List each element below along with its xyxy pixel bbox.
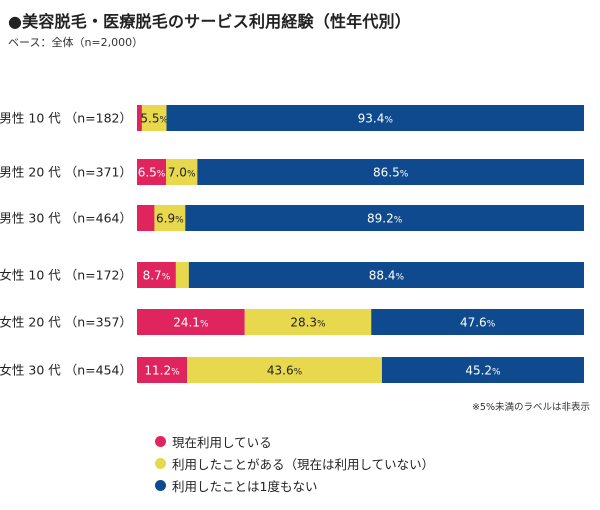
legend-label-past: 利用したことがある（現在は利用していない）	[172, 456, 435, 472]
data-label: 43.6%	[267, 364, 303, 378]
stacked-bar-chart: 男性 10 代 （n=182） 5.5% 93.4% 男性 20 代 （n=371） 6…	[0, 105, 585, 383]
bar-segment	[141, 105, 167, 131]
data-label: 8.7%	[143, 269, 171, 283]
data-label: 88.4%	[369, 269, 405, 283]
data-label: 47.6%	[460, 316, 496, 330]
legend-label-current: 現在利用している	[172, 434, 272, 450]
data-label: 28.3%	[290, 316, 326, 330]
category-label: 女性 20 代 （n=357）	[0, 315, 132, 330]
bar-segment	[166, 105, 584, 131]
bar-segment	[137, 309, 245, 335]
data-label: 11.2%	[144, 364, 180, 378]
bar-segment	[244, 309, 372, 335]
bar-segment	[154, 205, 186, 231]
category-label: 男性 10 代 （n=182）	[0, 111, 132, 126]
bar-segment	[137, 105, 142, 131]
bar-segment	[175, 262, 189, 288]
legend-item-past: 利用したことがある（現在は利用していない）	[155, 452, 434, 474]
data-label: 45.2%	[465, 364, 501, 378]
legend-swatch-current	[155, 435, 166, 447]
label-threshold-note: ※5%未満のラベルは非表示	[471, 402, 590, 413]
data-label: 24.1%	[173, 316, 209, 330]
data-label: 6.5%	[138, 166, 166, 180]
bar-segment	[137, 205, 155, 231]
data-label: 86.5%	[373, 166, 409, 180]
data-label: 6.9%	[156, 212, 184, 226]
bar-segment	[371, 309, 584, 335]
bar-segment	[137, 357, 188, 383]
category-label: 男性 20 代 （n=371）	[0, 165, 132, 180]
legend-item-never: 利用したことは1度もない	[155, 474, 434, 496]
legend-swatch-past	[155, 457, 166, 469]
bar-segment	[137, 159, 167, 185]
legend-label-never: 利用したことは1度もない	[172, 478, 318, 494]
data-label: 89.2%	[367, 212, 403, 226]
bar-segment	[197, 159, 584, 185]
legend-item-current: 現在利用している	[155, 430, 434, 452]
bar-segment	[187, 357, 382, 383]
category-label: 女性 10 代 （n=172）	[0, 268, 132, 283]
legend: 現在利用している 利用したことがある（現在は利用していない） 利用したことは1度…	[155, 430, 434, 496]
bar-segment	[185, 205, 584, 231]
category-label: 女性 30 代 （n=454）	[0, 363, 132, 378]
bar-segment	[166, 159, 198, 185]
chart-title: ●美容脱毛・医療脱毛のサービス利用経験（性年代別）	[8, 12, 411, 31]
bar-segment	[137, 262, 176, 288]
base-note: ベース：全体（n=2,000）	[8, 36, 144, 49]
bar-segment	[188, 262, 585, 288]
bar-segment	[381, 357, 584, 383]
data-label: 7.0%	[168, 166, 196, 180]
category-label: 男性 30 代 （n=464）	[0, 211, 132, 226]
data-label: 93.4%	[358, 112, 394, 126]
legend-swatch-never	[155, 479, 166, 491]
data-label: 5.5%	[140, 112, 168, 126]
